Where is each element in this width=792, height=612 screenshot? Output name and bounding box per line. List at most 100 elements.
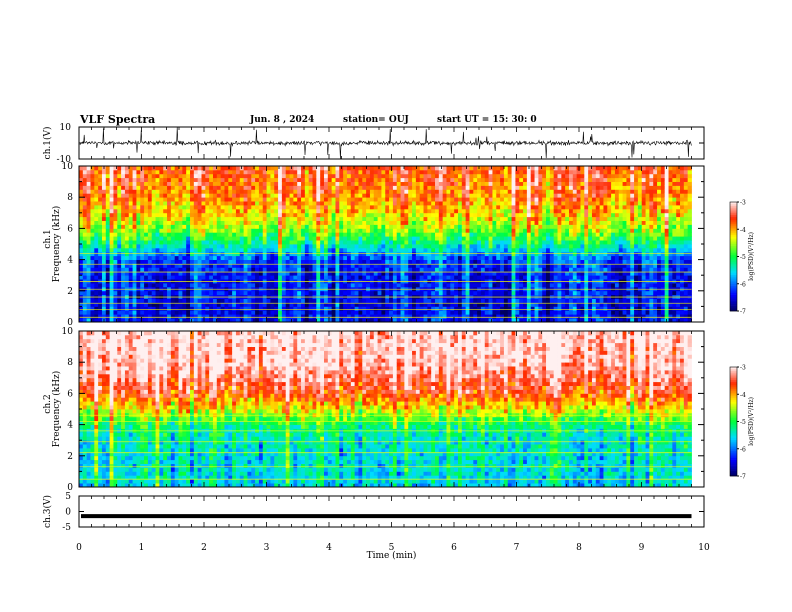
spectrogram-cell xyxy=(167,205,172,210)
spectrogram-cell xyxy=(335,212,340,218)
spectrogram-cell xyxy=(124,173,130,179)
spectrogram-cell xyxy=(297,189,302,194)
spectrogram-cell xyxy=(538,290,543,296)
spectrogram-cell xyxy=(369,169,375,175)
spectrogram-cell xyxy=(354,298,359,303)
spectrogram-cell xyxy=(381,177,386,182)
spectrogram-cell xyxy=(136,169,141,175)
spectrogram-cell xyxy=(431,169,436,175)
spectrogram-cell xyxy=(258,181,264,186)
spectrogram-cell xyxy=(247,290,252,296)
spectrogram-cell xyxy=(503,263,509,268)
spectrogram-cell xyxy=(86,224,91,229)
spectrogram-cell xyxy=(480,232,486,237)
spectrogram-cell xyxy=(247,314,252,319)
spectrogram-cell xyxy=(274,255,279,260)
spectrogram-cell xyxy=(121,247,126,253)
spectrogram-cell xyxy=(144,310,149,315)
spectrogram-cell xyxy=(113,290,118,296)
spectrogram-cell xyxy=(327,267,333,272)
spectrogram-cell xyxy=(419,177,424,182)
spectrogram-cell xyxy=(385,255,390,260)
spectrogram-cell xyxy=(147,283,153,288)
spectrogram-cell xyxy=(262,247,267,253)
spectrogram-cell xyxy=(431,193,436,198)
spectrogram-cell xyxy=(258,310,264,315)
spectrogram-cell xyxy=(500,220,505,225)
spectrogram-cell xyxy=(262,267,267,272)
spectrogram-cell xyxy=(270,228,275,233)
spectrogram-cell xyxy=(270,169,275,175)
spectrogram-cell xyxy=(389,236,394,241)
spectrogram-cell xyxy=(480,255,486,260)
spectrogram-cell xyxy=(201,224,206,229)
spectrogram-cell xyxy=(335,166,340,171)
spectrogram-cell xyxy=(500,302,505,307)
spectrogram-cell xyxy=(281,240,287,245)
spectrogram-cell xyxy=(492,185,497,190)
spectrogram-cell xyxy=(511,166,516,171)
spectrogram-cell xyxy=(396,298,401,303)
spectrogram-cell xyxy=(369,310,375,315)
spectrogram-cell xyxy=(519,255,524,260)
spectrogram-cell xyxy=(262,193,267,198)
spectrogram-cell xyxy=(438,212,444,218)
spectrogram-cell xyxy=(542,220,547,225)
spectrogram-cell xyxy=(480,224,486,229)
spectrogram-cell xyxy=(503,201,509,206)
spectrogram-cell xyxy=(538,193,543,198)
spectrogram-cell xyxy=(216,251,222,257)
spectrogram-cell xyxy=(366,255,371,260)
spectrogram-cell xyxy=(239,236,245,241)
spectrogram-cell xyxy=(212,189,218,194)
spectrogram-cell xyxy=(507,208,512,214)
spectrogram-cell xyxy=(109,240,114,245)
spectrogram-cell xyxy=(465,302,470,307)
spectrogram-cell xyxy=(316,290,321,296)
spectrogram-cell xyxy=(209,259,214,264)
spectrogram-cell xyxy=(205,212,210,218)
spectrogram-cell xyxy=(373,275,378,280)
spectrogram-cell xyxy=(339,224,344,229)
spectrogram-cell xyxy=(488,236,493,241)
spectrogram-cell xyxy=(438,169,444,175)
spectrogram-cell xyxy=(415,263,421,268)
spectrogram-cell xyxy=(450,232,455,237)
spectrogram-cell xyxy=(480,244,486,249)
spectrogram-cell xyxy=(178,306,183,311)
spectrogram-cell xyxy=(270,255,275,260)
spectrogram-cell xyxy=(205,173,210,179)
spectrogram-cell xyxy=(98,255,103,260)
spectrogram-cell xyxy=(274,244,279,249)
spectrogram-cell xyxy=(128,189,133,194)
spectrogram-cell xyxy=(431,181,436,186)
spectrogram-cell xyxy=(511,181,516,186)
spectrogram-cell xyxy=(496,173,501,179)
spectrogram-cell xyxy=(178,201,183,206)
spectrogram-cell xyxy=(121,298,126,303)
spectrogram-cell xyxy=(247,263,252,268)
spectrogram-cell xyxy=(473,216,478,221)
spectrogram-cell xyxy=(369,185,375,190)
spectrogram-cell xyxy=(174,193,179,198)
spectrogram-cell xyxy=(201,205,206,210)
spectrogram-cell xyxy=(438,244,444,249)
spectrogram-cell xyxy=(243,173,248,179)
spectrogram-cell xyxy=(484,232,490,237)
spectrogram-cell xyxy=(224,263,229,268)
spectrogram-cell xyxy=(500,267,505,272)
spectrogram-cell xyxy=(454,314,459,319)
spectrogram-cell xyxy=(427,220,432,225)
spectrogram-cell xyxy=(82,318,88,323)
spectrogram-cell xyxy=(473,247,478,253)
spectrogram-cell xyxy=(109,318,114,323)
spectrogram-cell xyxy=(358,251,363,257)
spectrogram-cell xyxy=(278,166,283,171)
spectrogram-cell xyxy=(285,232,290,237)
spectrogram-cell xyxy=(415,259,421,264)
spectrogram-cell xyxy=(354,236,359,241)
spectrogram-cell xyxy=(362,259,367,264)
spectrogram-cell xyxy=(346,255,352,260)
spectrogram-cell xyxy=(239,255,245,260)
spectrogram-cell xyxy=(167,201,172,206)
